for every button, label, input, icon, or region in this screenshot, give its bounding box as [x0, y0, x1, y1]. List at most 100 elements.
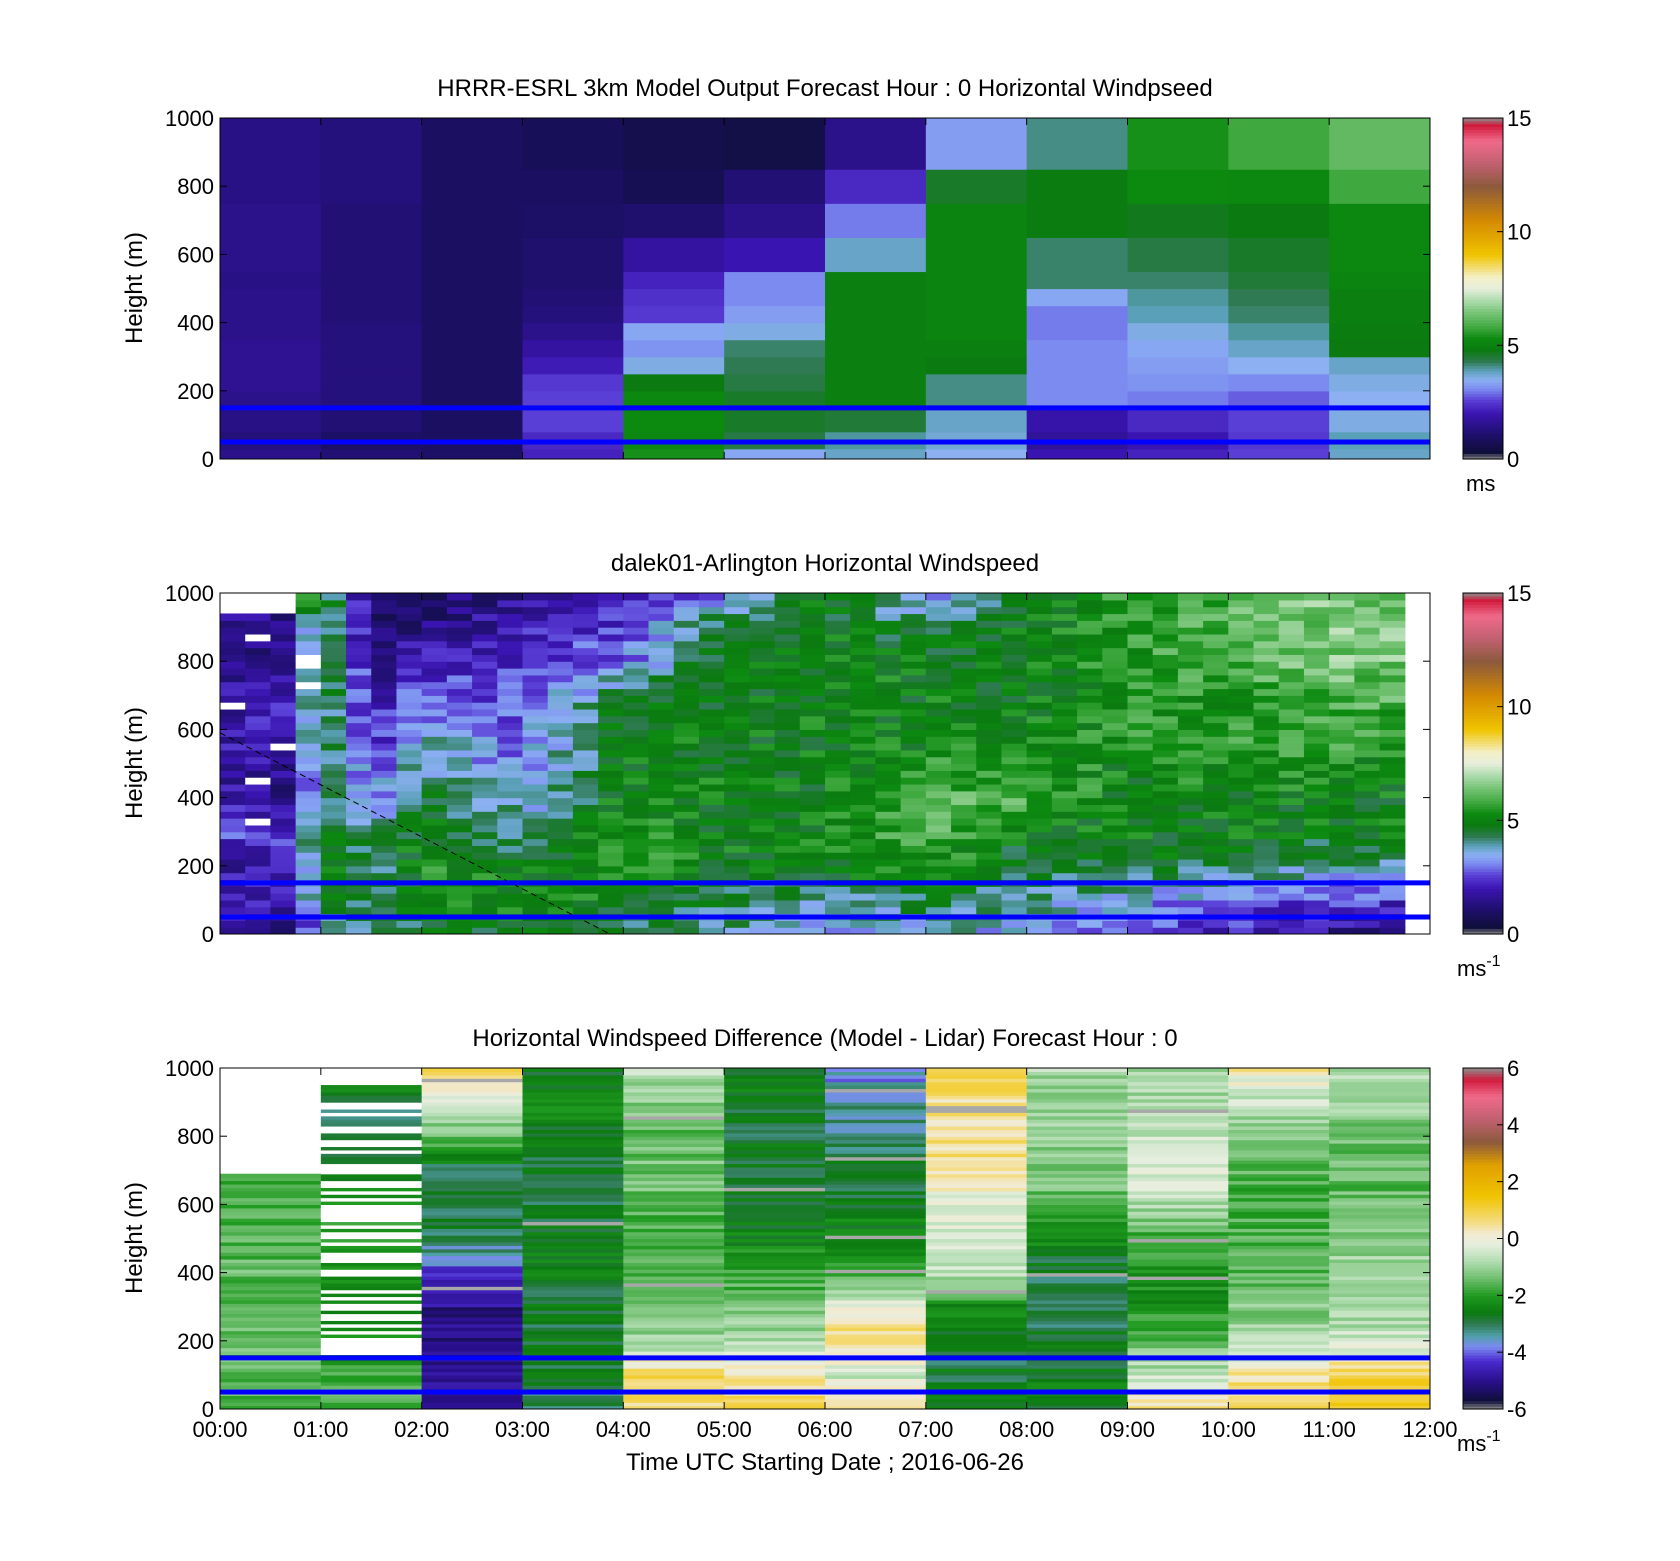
heatmap-cell: [623, 845, 650, 853]
heatmap-cell: [925, 1173, 1028, 1178]
heatmap-cell: [749, 783, 776, 792]
heatmap-cell: [1127, 1330, 1229, 1335]
heatmap-cell: [1152, 668, 1179, 676]
heatmap-cell: [522, 1241, 624, 1246]
heatmap-cell: [245, 722, 272, 730]
heatmap-cell: [320, 1156, 423, 1161]
heatmap-cell: [245, 688, 272, 696]
colorbar-band: [1463, 1087, 1503, 1092]
heatmap-cell: [421, 804, 448, 812]
heatmap-cell: [1228, 390, 1330, 409]
heatmap-cell: [623, 654, 650, 662]
heatmap-cell: [850, 777, 877, 785]
heatmap-cell: [1026, 1299, 1129, 1304]
heatmap-cell: [850, 927, 877, 934]
heatmap-cell: [1303, 593, 1330, 601]
heatmap-cell: [976, 899, 1003, 908]
heatmap-cell: [1152, 613, 1179, 621]
heatmap-cell: [396, 763, 423, 771]
colorbar-band: [1463, 1207, 1503, 1211]
heatmap-cell: [1127, 893, 1154, 901]
heatmap-cell: [320, 804, 347, 812]
heatmap-cell: [421, 797, 448, 806]
heatmap-cell: [1152, 715, 1179, 724]
heatmap-cell: [623, 804, 650, 812]
heatmap-cell: [698, 599, 725, 608]
heatmap-cell: [1026, 620, 1053, 628]
heatmap-cell: [472, 633, 498, 642]
heatmap-cell: [320, 1333, 423, 1338]
heatmap-cell: [1026, 373, 1129, 392]
heatmap-cell: [925, 1262, 1028, 1267]
heatmap-cell: [648, 743, 675, 751]
heatmap-cell: [825, 1282, 927, 1287]
heatmap-cell: [925, 1371, 1028, 1376]
colorbar-tick-label: 0: [1507, 1227, 1519, 1252]
heatmap-cell: [220, 1282, 322, 1287]
heatmap-cell: [673, 736, 700, 744]
heatmap-cell: [925, 1125, 1028, 1130]
heatmap-cell: [648, 858, 675, 867]
heatmap-cell: [825, 407, 927, 433]
heatmap-cell: [421, 743, 448, 751]
heatmap-cell: [1177, 858, 1204, 867]
heatmap-cell: [1329, 790, 1355, 799]
heatmap-cell: [1329, 1160, 1430, 1165]
heatmap-cell: [825, 1153, 927, 1158]
colorbar-band: [1463, 146, 1503, 150]
heatmap-cell: [1127, 695, 1154, 703]
heatmap-cell: [1228, 1214, 1330, 1219]
heatmap-cell: [572, 811, 599, 819]
heatmap-cell: [1354, 702, 1381, 710]
heatmap-cell: [1127, 288, 1229, 307]
heatmap-cell: [673, 783, 700, 792]
heatmap-cell: [799, 627, 826, 635]
heatmap-cell: [698, 633, 725, 642]
heatmap-cell: [900, 715, 927, 724]
heatmap-cell: [1026, 1347, 1129, 1352]
heatmap-cell: [1177, 777, 1204, 785]
heatmap-cell: [371, 688, 398, 696]
heatmap-cell: [1152, 674, 1179, 683]
heatmap-cell: [1152, 729, 1179, 737]
heatmap-cell: [673, 906, 700, 915]
heatmap-cell: [623, 1303, 725, 1308]
heatmap-cell: [472, 736, 498, 744]
heatmap-cell: [1127, 708, 1154, 717]
heatmap-cell: [572, 906, 599, 915]
colorbar-band: [1463, 1343, 1503, 1348]
heatmap-cell: [724, 1156, 826, 1161]
heatmap-cell: [522, 1197, 624, 1202]
heatmap-cell: [1354, 797, 1381, 806]
heatmap-cell: [598, 736, 624, 744]
heatmap-cell: [951, 818, 977, 826]
heatmap-cell: [875, 654, 902, 662]
heatmap-cell: [220, 1337, 322, 1342]
heatmap-cell: [1203, 797, 1229, 806]
heatmap-cell: [648, 627, 675, 635]
colorbar-tick-label: 6: [1507, 1056, 1519, 1081]
x-tick-label: 00:00: [192, 1417, 247, 1442]
heatmap-cell: [623, 1395, 725, 1400]
heatmap-cell: [220, 1231, 322, 1236]
heatmap-cell: [825, 654, 851, 662]
heatmap-cell: [421, 599, 448, 608]
heatmap-cell: [925, 1269, 1028, 1274]
heatmap-cell: [1127, 1163, 1229, 1168]
heatmap-cell: [1026, 1143, 1129, 1148]
heatmap-cell: [421, 695, 448, 703]
heatmap-cell: [1127, 1265, 1229, 1270]
heatmap-cell: [522, 688, 549, 696]
heatmap-cell: [1077, 702, 1103, 710]
heatmap-cell: [1001, 640, 1028, 649]
heatmap-cell: [1127, 736, 1154, 744]
heatmap-cell: [1152, 893, 1179, 901]
heatmap-cell: [925, 1361, 1028, 1366]
heatmap-cell: [421, 845, 448, 853]
heatmap-cell: [951, 599, 977, 608]
heatmap-cell: [522, 1269, 624, 1274]
heatmap-cell: [799, 606, 826, 615]
heatmap-cell: [1177, 872, 1204, 881]
heatmap-cell: [346, 845, 372, 853]
heatmap-cell: [1177, 865, 1204, 874]
